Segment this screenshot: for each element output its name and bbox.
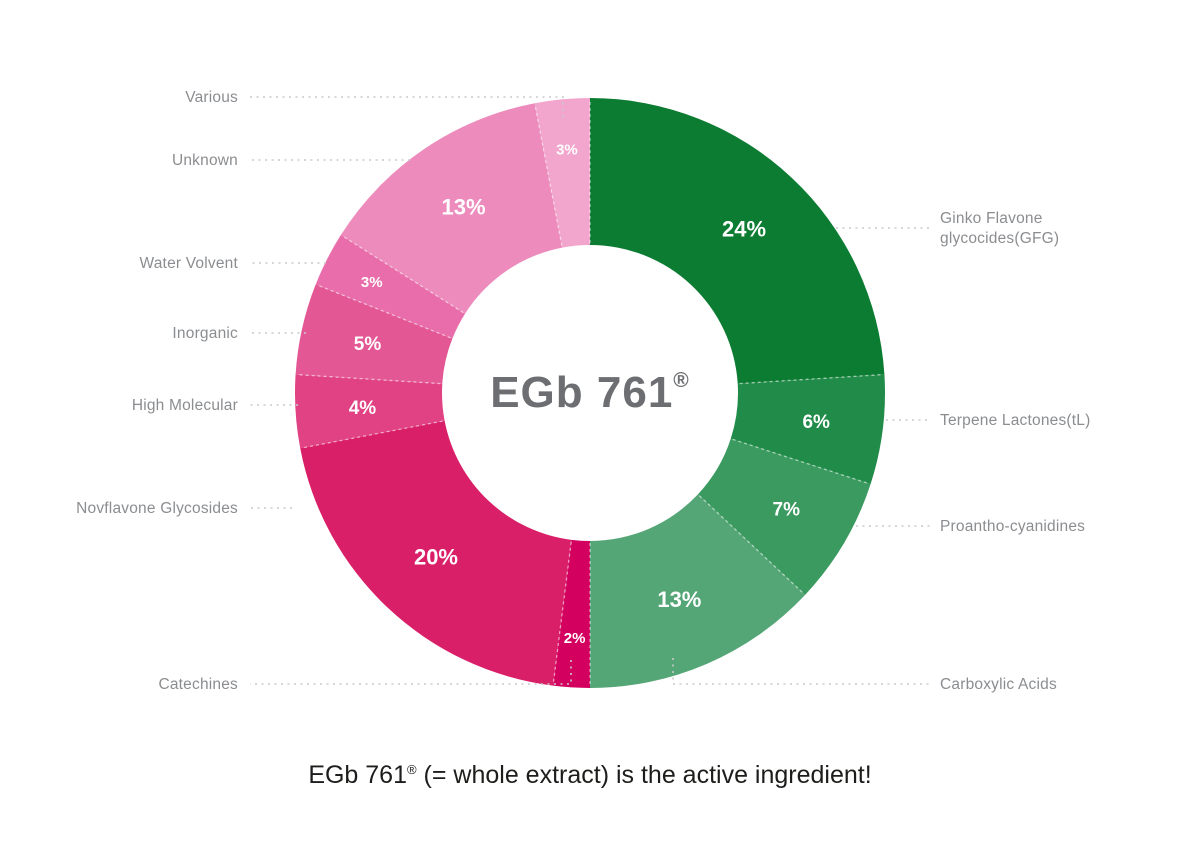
- label-terpene-lactones-tl: Terpene Lactones(tL): [940, 412, 1090, 429]
- category-labels: Ginko Flavone glycocides(GFG) Terpene Lact…: [76, 89, 1090, 693]
- slice-separators: [296, 99, 884, 687]
- leader-lines: [250, 96, 930, 685]
- leader-catechines: [250, 660, 572, 685]
- label-ginko-flavone-glycocides-gfg: Ginko Flavone glycocides(GFG): [940, 210, 1059, 247]
- caption: EGb 761® (= whole extract) is the active…: [308, 761, 871, 789]
- slice-separator: [698, 495, 805, 595]
- label-inorganic-line: Inorganic: [172, 325, 238, 342]
- percent-catechines: 2%: [564, 630, 586, 647]
- slice-separator: [341, 234, 464, 314]
- slice-separator: [301, 420, 443, 449]
- label-catechines-line: Catechines: [158, 676, 238, 693]
- caption-post: (= whole extract) is the active ingredie…: [417, 761, 872, 789]
- label-catechines: Catechines: [158, 676, 238, 693]
- center-label-text: EGb 761: [490, 368, 673, 417]
- caption-registered-mark-icon: ®: [407, 762, 417, 777]
- slice-separator: [732, 438, 870, 485]
- pie-slice-ginko-flavone-glycocides-gfg: [590, 98, 885, 384]
- pie-slice-catechines: [553, 539, 590, 688]
- label-high-molecular-line: High Molecular: [132, 397, 238, 414]
- percent-inorganic: 5%: [354, 334, 382, 355]
- percent-ginko-flavone-glycocides-gfg: 24%: [722, 217, 766, 242]
- pie-slice-terpene-lactones-tl: [730, 374, 885, 485]
- percent-high-molecular: 4%: [349, 398, 377, 419]
- label-carboxylic-acids-line: Carboxylic Acids: [940, 676, 1057, 693]
- label-proantho-cyanidines: Proantho-cyanidines: [940, 518, 1085, 535]
- label-various-line: Various: [185, 89, 238, 106]
- center-label: EGb 761®: [490, 368, 690, 417]
- percent-carboxylic-acids: 13%: [657, 587, 701, 612]
- pie-slice-novflavone-glycosides: [300, 420, 572, 686]
- percent-proantho-cyanidines: 7%: [773, 500, 801, 521]
- slice-separator: [534, 104, 563, 246]
- leader-various: [250, 96, 564, 118]
- label-ginko-flavone-glycocides-gfg-line: glycocides(GFG): [940, 230, 1059, 247]
- label-inorganic: Inorganic: [172, 325, 238, 342]
- pie-slice-inorganic: [295, 284, 453, 384]
- label-terpene-lactones-tl-line: Terpene Lactones(tL): [940, 412, 1090, 429]
- pie-slice-proantho-cyanidines: [697, 438, 871, 595]
- label-novflavone-glycosides-line: Novflavone Glycosides: [76, 500, 238, 517]
- pie-slice-high-molecular: [295, 374, 445, 449]
- label-unknown: Unknown: [172, 152, 238, 169]
- leader-carboxylic-acids: [672, 658, 930, 685]
- pie-slice-water-volvent: [315, 234, 466, 339]
- registered-mark-icon: ®: [673, 369, 689, 392]
- percent-various: 3%: [556, 141, 578, 158]
- label-unknown-line: Unknown: [172, 152, 238, 169]
- label-novflavone-glycosides: Novflavone Glycosides: [76, 500, 238, 517]
- percent-labels: 24% 6% 7% 13% 2% 20% 4% 5% 3% 13% 3%: [349, 141, 830, 646]
- slice-separator: [296, 373, 441, 385]
- label-ginko-flavone-glycocides-gfg-line: Ginko Flavone: [940, 210, 1043, 227]
- pie-slice-unknown: [340, 103, 563, 314]
- label-proantho-cyanidines-line: Proantho-cyanidines: [940, 518, 1085, 535]
- slice-separator: [739, 373, 884, 385]
- donut-slices: [295, 98, 885, 688]
- label-water-volvent: Water Volvent: [139, 255, 238, 272]
- pie-slice-carboxylic-acids: [590, 494, 806, 688]
- pie-slice-various: [534, 98, 590, 248]
- percent-water-volvent: 3%: [361, 274, 383, 291]
- percent-unknown: 13%: [442, 195, 486, 220]
- caption-pre: EGb 761: [308, 761, 407, 789]
- label-carboxylic-acids: Carboxylic Acids: [940, 676, 1057, 693]
- slice-separator: [316, 284, 451, 339]
- label-various: Various: [185, 89, 238, 106]
- label-high-molecular: High Molecular: [132, 397, 238, 414]
- label-water-volvent-line: Water Volvent: [139, 255, 238, 272]
- percent-terpene-lactones-tl: 6%: [802, 412, 830, 433]
- slice-separator: [552, 541, 572, 685]
- percent-novflavone-glycosides: 20%: [414, 545, 458, 570]
